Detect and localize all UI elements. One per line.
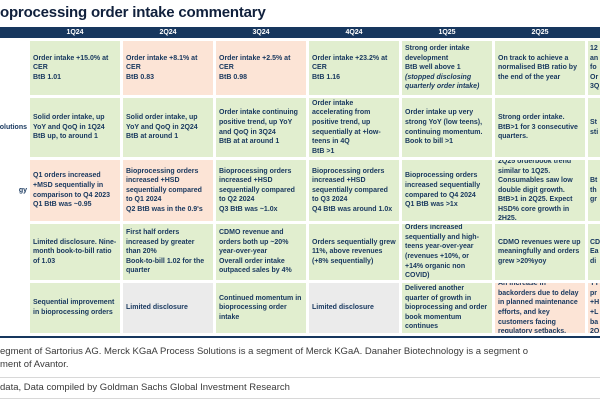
table-cell: Orders increased sequentially and high-t… bbox=[402, 224, 492, 280]
column-header: 1Q25 bbox=[438, 29, 456, 36]
column-header: 1Q24 bbox=[66, 29, 84, 36]
table-cell: Q1 orders increased +MSD sequentially in… bbox=[30, 160, 120, 221]
table-cell: Order intake +2.5% at CER BtB 0.98 bbox=[216, 41, 306, 95]
table-header-row: 1Q24 2Q24 3Q24 4Q24 1Q25 2Q25 bbox=[0, 27, 600, 38]
row-label: gy bbox=[18, 187, 27, 194]
row-label bbox=[0, 283, 27, 333]
table-cell: Solid order intake, up YoY and QoQ in 1Q… bbox=[30, 98, 120, 157]
row-label bbox=[0, 224, 27, 280]
table-bottom-border bbox=[0, 336, 600, 338]
table-cell: First half orders increased by greater t… bbox=[123, 224, 213, 280]
table-cell: Limited disclosure bbox=[309, 283, 399, 333]
table-cell: Solid order intake, up YoY and QoQ in 2Q… bbox=[123, 98, 213, 157]
table-cell: Strong order intake. BtB>1 for 3 consecu… bbox=[495, 98, 585, 157]
bottom-divider bbox=[0, 398, 600, 399]
clipped-cell: YT pr +H +L ba 2Q bbox=[588, 283, 600, 333]
table-cell: Bioprocessing orders increased sequentia… bbox=[402, 160, 492, 221]
column-header: 4Q24 bbox=[345, 29, 363, 36]
table-cell: Order intake +15.0% at CER BtB 1.01 bbox=[30, 41, 120, 95]
table-cell: Bioprocessing orders increased +HSD sequ… bbox=[216, 160, 306, 221]
table-cell: 2Q25 orderbook trend similar to 1Q25. Co… bbox=[495, 160, 585, 221]
clipped-cell: St sti bbox=[588, 98, 600, 157]
column-header: 2Q25 bbox=[531, 29, 549, 36]
table-cell: Strong order intake development BtB well… bbox=[402, 41, 492, 95]
table-cell: Continued momentum in bioprocessing orde… bbox=[216, 283, 306, 333]
table-cell: Delivered another quarter of growth in b… bbox=[402, 283, 492, 333]
row-label: Solutions bbox=[0, 124, 27, 131]
clipped-cell: Bt th gr bbox=[588, 160, 600, 221]
page-title: oprocessing order intake commentary bbox=[0, 4, 266, 21]
column-header: 2Q24 bbox=[159, 29, 177, 36]
table-cell: On track to achieve a normalised BtB rat… bbox=[495, 41, 585, 95]
table-cell: Orders sequentially grew 11%, above reve… bbox=[309, 224, 399, 280]
clipped-cell: CD Ea di bbox=[588, 224, 600, 280]
table-cell: An increase in backorders due to delay i… bbox=[495, 283, 585, 333]
commentary-table: Order intake +15.0% at CER BtB 1.01 Orde… bbox=[0, 38, 600, 333]
table-cell: Order intake +8.1% at CER BtB 0.83 bbox=[123, 41, 213, 95]
table-cell: Limited disclosure. Nine-month book-to-b… bbox=[30, 224, 120, 280]
clipped-cell: 12 an fo Or 3Q bbox=[588, 41, 600, 95]
table-cell: Sequential improvement in bioprocessing … bbox=[30, 283, 120, 333]
table-cell: CDMO revenue and orders both up ~20% yea… bbox=[216, 224, 306, 280]
table-cell: CDMO revenues were up meaningfully and o… bbox=[495, 224, 585, 280]
table-cell: Limited disclosure bbox=[123, 283, 213, 333]
table-cell: Bioprocessing orders increased +HSD sequ… bbox=[123, 160, 213, 221]
row-label bbox=[0, 41, 27, 95]
footnote-line: ment of Avantor. bbox=[0, 358, 69, 370]
footnote-line: egment of Sartorius AG. Merck KGaA Proce… bbox=[0, 346, 529, 357]
source-line: data, Data compiled by Goldman Sachs Glo… bbox=[0, 382, 290, 393]
table-cell: Order intake continuing positive trend, … bbox=[216, 98, 306, 157]
footnote: egment of Sartorius AG. Merck KGaA Proce… bbox=[0, 346, 600, 371]
table-cell: Order intake up very strong YoY (low tee… bbox=[402, 98, 492, 157]
divider bbox=[0, 377, 600, 378]
column-header: 3Q24 bbox=[252, 29, 270, 36]
table-cell: Bioprocessing orders increased +HSD sequ… bbox=[309, 160, 399, 221]
table-cell: Order intake accelerating from positive … bbox=[309, 98, 399, 157]
table-cell: Order intake +23.2% at CER BtB 1.16 bbox=[309, 41, 399, 95]
